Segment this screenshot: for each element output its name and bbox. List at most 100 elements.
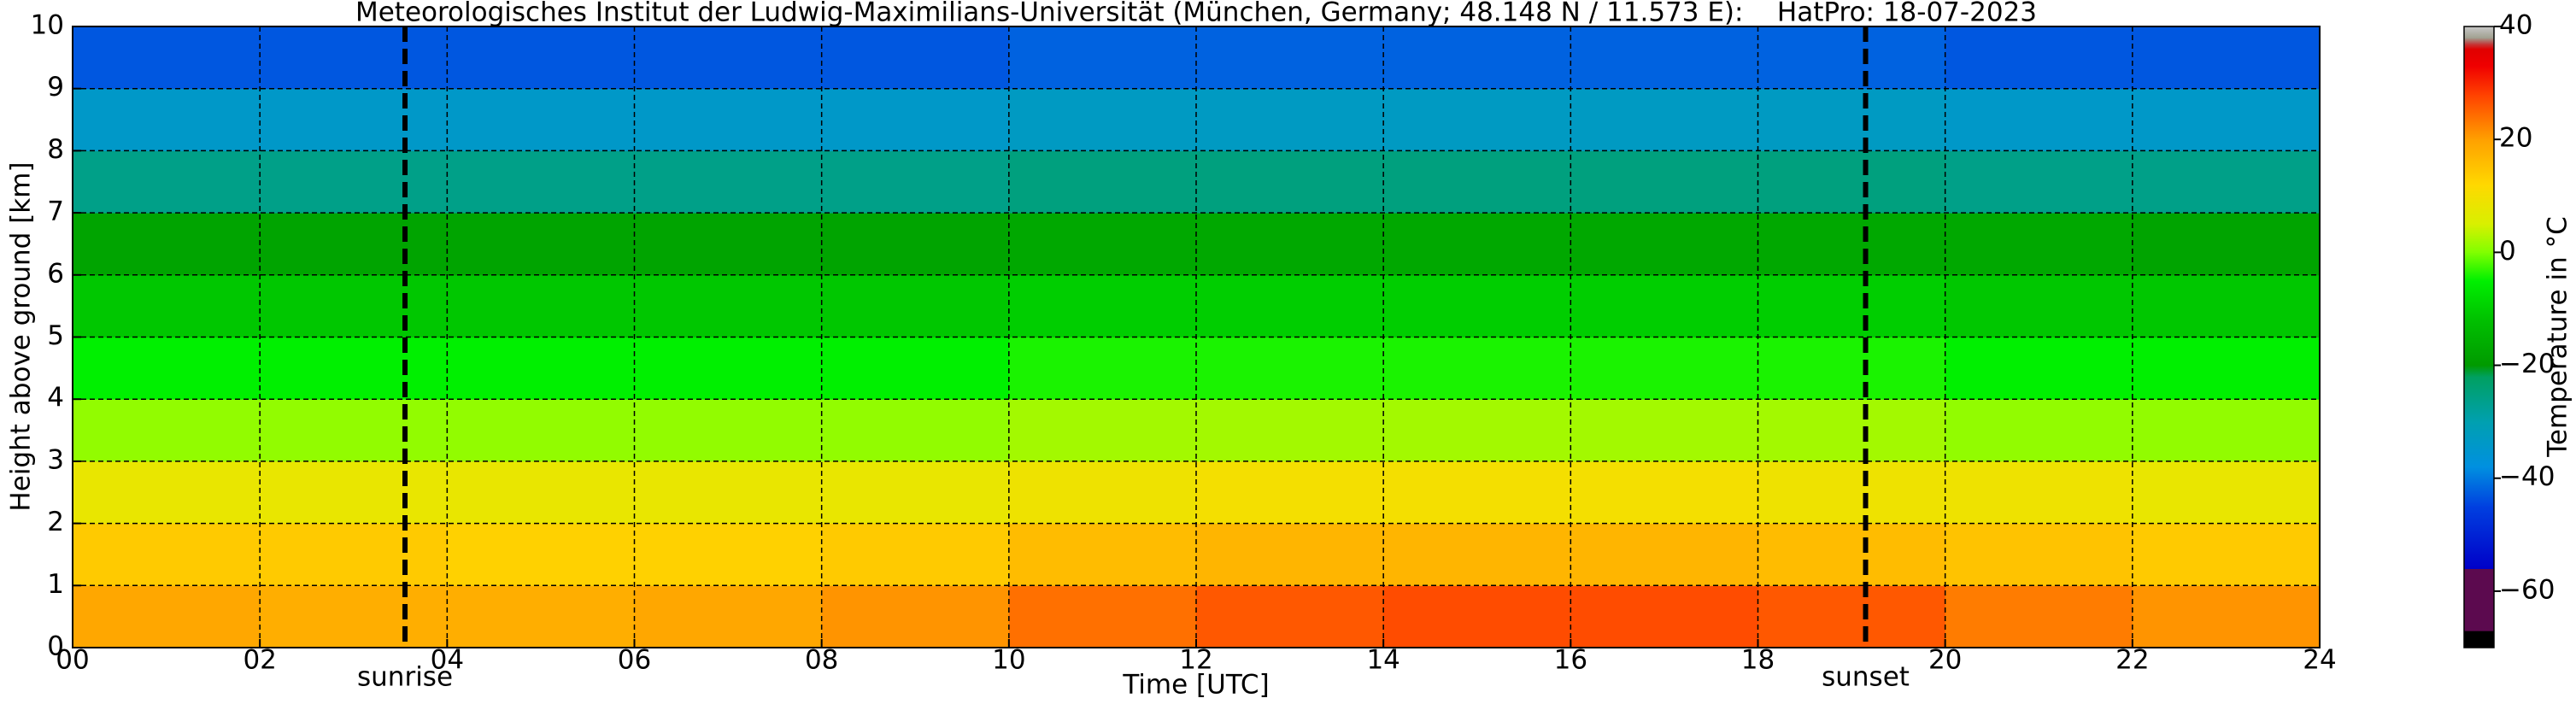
y-tick-label: 6 <box>47 258 64 289</box>
heatmap-cell <box>447 585 635 648</box>
heatmap-cell <box>2132 461 2321 525</box>
heatmap-cell <box>1008 461 1197 525</box>
y-tick-label: 2 <box>47 507 64 537</box>
heatmap-cell <box>1196 26 1384 90</box>
y-tick-label: 8 <box>47 134 64 165</box>
heatmap-cell <box>1008 150 1197 214</box>
heatmap-cell <box>73 150 261 214</box>
heatmap-cell <box>447 523 635 586</box>
colorbar-segment <box>2464 66 2494 95</box>
heatmap-cell <box>634 399 823 462</box>
heatmap-cell <box>1008 337 1197 400</box>
heatmap-cell <box>821 88 1010 151</box>
heatmap-cell <box>2132 399 2321 462</box>
y-tick-label: 9 <box>47 72 64 103</box>
heatmap-cell <box>1757 399 1946 462</box>
heatmap-cell <box>821 150 1010 214</box>
heatmap-cell <box>1757 337 1946 400</box>
heatmap-cell <box>1570 585 1758 648</box>
colorbar-tick-label: 40 <box>2499 10 2532 41</box>
heatmap-cell <box>1196 523 1384 586</box>
heatmap-cell <box>1757 26 1946 90</box>
heatmap-cell <box>1383 88 1571 151</box>
heatmap-cell <box>821 337 1010 400</box>
heatmap-cell <box>634 337 823 400</box>
heatmap-cell <box>2132 26 2321 90</box>
y-tick-label: 3 <box>47 444 64 475</box>
heatmap-cell <box>634 150 823 214</box>
heatmap-cell <box>1383 26 1571 90</box>
colorbar-segment <box>2464 26 2494 38</box>
heatmap-cell <box>260 274 448 337</box>
heatmap-cell <box>1945 337 2133 400</box>
heatmap-cell <box>1757 150 1946 214</box>
heatmap-cell <box>1008 274 1197 337</box>
heatmap-cell <box>260 337 448 400</box>
heatmap-cell <box>821 585 1010 648</box>
x-tick-label: 12 <box>1179 645 1212 676</box>
heatmap-cell <box>1570 461 1758 525</box>
x-tick-label: 02 <box>243 645 276 676</box>
x-tick-label: 08 <box>805 645 838 676</box>
colorbar-segment <box>2464 376 2494 423</box>
heatmap-cell <box>1570 274 1758 337</box>
heatmap-cell <box>260 88 448 151</box>
heatmap-cell <box>1383 213 1571 276</box>
heatmap-cell <box>1570 88 1758 151</box>
x-tick-label: 24 <box>2303 645 2336 676</box>
colorbar-segment <box>2464 224 2494 253</box>
heatmap-cell <box>1945 213 2133 276</box>
colorbar-segment <box>2464 320 2494 367</box>
colorbar-segment <box>2464 139 2494 185</box>
heatmap-cell <box>1383 274 1571 337</box>
heatmap-cell <box>821 274 1010 337</box>
heatmap-cell <box>260 150 448 214</box>
heatmap-cell <box>73 26 261 90</box>
heatmap-cell <box>2132 213 2321 276</box>
heatmap-cell <box>1196 585 1384 648</box>
heatmap-cell <box>1196 399 1384 462</box>
y-tick-label: 5 <box>47 320 64 351</box>
heatmap-cell <box>821 523 1010 586</box>
heatmap-cell <box>1945 461 2133 525</box>
colorbar-segment <box>2464 568 2494 631</box>
heatmap-cell <box>1383 150 1571 214</box>
plot-frame <box>72 26 2321 648</box>
colorbar-tick-label: 20 <box>2499 123 2532 154</box>
x-tick-label: 10 <box>992 645 1025 676</box>
colorbar-segment <box>2464 466 2494 507</box>
heatmap-cell <box>1570 26 1758 90</box>
colorbar-segment <box>2464 38 2494 44</box>
heatmap-cell <box>73 523 261 586</box>
y-tick-label: 10 <box>31 10 64 41</box>
y-tick-label: 4 <box>47 383 64 414</box>
colorbar-segment <box>2464 252 2494 281</box>
x-tick-label: 18 <box>1741 645 1775 676</box>
colorbar-segment <box>2464 185 2494 225</box>
heatmap-cell <box>1570 213 1758 276</box>
heatmap-cell <box>634 585 823 648</box>
heatmap-cell <box>1196 337 1384 400</box>
heatmap-cell <box>260 399 448 462</box>
heatmap-cell <box>634 523 823 586</box>
heatmap-cell <box>2132 88 2321 151</box>
heatmap-cell <box>1008 399 1197 462</box>
y-axis-label: Height above ground [km] <box>6 161 37 511</box>
heatmap-cell <box>1570 523 1758 586</box>
heatmap-cell <box>1757 213 1946 276</box>
heatmap-cell <box>1196 150 1384 214</box>
heatmap-cell <box>634 88 823 151</box>
colorbar-segment <box>2464 421 2494 468</box>
y-tick-label: 0 <box>47 631 64 662</box>
colorbar-frame <box>2463 26 2495 648</box>
x-tick-label: 14 <box>1366 645 1399 676</box>
heatmap-cell <box>447 26 635 90</box>
heatmap-cell <box>447 88 635 151</box>
colorbar-tick-label: −60 <box>2499 574 2555 605</box>
annotation-label: sunrise <box>357 662 453 693</box>
heatmap-cell <box>1757 523 1946 586</box>
heatmap-cell <box>447 399 635 462</box>
y-tick-label: 7 <box>47 197 64 227</box>
heatmap-cell <box>2132 585 2321 648</box>
